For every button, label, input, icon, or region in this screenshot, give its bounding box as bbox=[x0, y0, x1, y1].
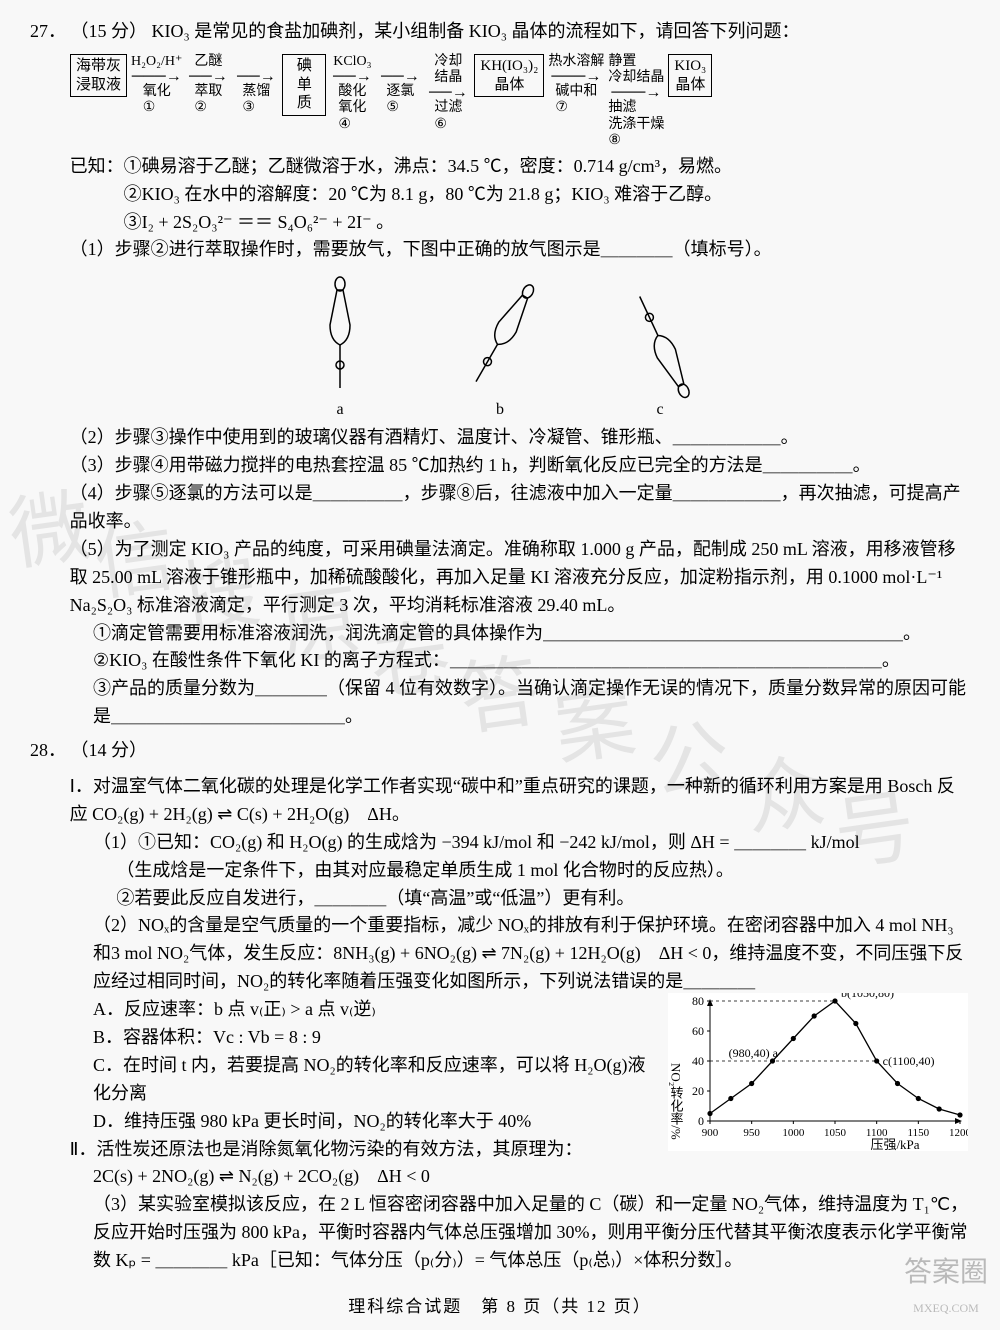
flow-arrow-1: 乙醚──→萃取② bbox=[186, 54, 230, 117]
q27-p5-1: ①滴定管需要用标准溶液润洗，润洗滴定管的具体操作为＿＿＿＿＿＿＿＿＿＿＿＿＿＿＿… bbox=[30, 620, 970, 648]
optC: C．在时间 t 内，若要提高 NO₂的转化率和反应速率，可以将 H₂O(g)液化… bbox=[30, 1052, 650, 1108]
q27-num: 27． bbox=[30, 21, 66, 41]
q27-p1: （1）步骤②进行萃取操作时，需要放气，下图中正确的放气图示是＿＿＿＿（填标号）。 bbox=[30, 236, 970, 264]
q27-flowchart: 海带灰浸取液 H₂O₂/H⁺───→氧化① 乙醚──→萃取② ──→蒸馏③ 碘单… bbox=[70, 54, 970, 149]
flow-box-3: KIO₃晶体 bbox=[668, 54, 712, 98]
q27-p5-2: ②KIO₃ 在酸性条件下氧化 KI 的离子方程式：＿＿＿＿＿＿＿＿＿＿＿＿＿＿＿… bbox=[30, 647, 970, 675]
svg-text:c(1100,40): c(1100,40) bbox=[883, 1054, 935, 1068]
q28-part2-eq: 2C(s) + 2NO₂(g) ⇌ N₂(g) + 2CO₂(g) ΔH < 0 bbox=[30, 1163, 970, 1191]
q28-p1-1b: （生成焓是一定条件下，由其对应最稳定单质生成 1 mol 化合物时的反应热）。 bbox=[30, 857, 970, 885]
label-b: b bbox=[496, 398, 504, 423]
q28-num: 28． bbox=[30, 740, 66, 760]
flow-arrow-3: KClO₃──→酸化氧化④ bbox=[330, 54, 374, 133]
known-3: ③I₂ + 2S₂O₃²⁻ ＝＝ S₄O₆²⁻ + 2I⁻ 。 bbox=[124, 212, 394, 232]
q28-part1: Ⅰ．对温室气体二氧化碳的处理是化学工作者实现“碳中和”重点研究的课题，一种新的循… bbox=[30, 773, 970, 829]
q27-known: 已知：①碘易溶于乙醚；乙醚微溶于水，沸点：34.5 ℃，密度：0.714 g/c… bbox=[30, 153, 970, 237]
flow-box-2: KH(IO₃)₂晶体 bbox=[474, 54, 544, 98]
q28-p3: （3）某实验室模拟该反应，在 2 L 恒容密闭容器中加入足量的 C（碳）和一定量… bbox=[30, 1191, 970, 1275]
known-label: 已知： bbox=[70, 156, 124, 176]
svg-text:950: 950 bbox=[743, 1127, 760, 1139]
part1-stem: 对温室气体二氧化碳的处理是化学工作者实现“碳中和”重点研究的课题，一种新的循环利… bbox=[70, 776, 955, 824]
q27: 27． （15 分） KIO₃ 是常见的食盐加碘剂，某小组制备 KIO₃ 晶体的… bbox=[30, 18, 970, 46]
flow-arrow-7: 静置冷却结晶───→抽滤洗涤干燥⑧ bbox=[608, 54, 664, 149]
known-2: ②KIO₃ 在水中的溶解度：20 ℃为 8.1 g，80 ℃为 21.8 g；K… bbox=[124, 184, 723, 204]
q28-p1-1a: （1）①已知：CO₂(g) 和 H₂O(g) 的生成焓为 −394 kJ/mol… bbox=[30, 829, 970, 857]
svg-text:20: 20 bbox=[692, 1084, 704, 1098]
q27-p4: （4）步骤⑤逐氯的方法可以是＿＿＿＿＿，步骤⑧后，往滤液中加入一定量＿＿＿＿＿＿… bbox=[30, 480, 970, 536]
svg-text:b(1050,80): b(1050,80) bbox=[841, 993, 894, 1000]
label-c: c bbox=[656, 398, 663, 423]
q27-p3: （3）步骤④用带磁力搅拌的电热套控温 85 ℃加热约 1 h，判断氧化反应已完全… bbox=[30, 452, 970, 480]
svg-text:NO₂转化率/%: NO₂转化率/% bbox=[669, 1063, 684, 1140]
svg-text:40: 40 bbox=[692, 1054, 704, 1068]
svg-text:900: 900 bbox=[702, 1127, 719, 1139]
page-footer: 理科综合试题 第 8 页（共 12 页） bbox=[0, 1294, 1000, 1320]
q28-p2-stem: （2）NOₓ的含量是空气质量的一个重要指标，减少 NOₓ的排放有利于保护环境。在… bbox=[30, 912, 970, 996]
svg-text:(980,40) a: (980,40) a bbox=[729, 1046, 779, 1060]
flow-arrow-6: 热水溶解───→碱中和⑦ bbox=[548, 54, 604, 117]
funnel-a: a bbox=[295, 270, 385, 420]
optA: A．反应速率：b 点 v₍正₎ > a 点 v₍逆₎ bbox=[30, 996, 650, 1024]
flow-arrow-0: H₂O₂/H⁺───→氧化① bbox=[131, 54, 182, 117]
conversion-chart: 02040608090095010001050110011501200(980,… bbox=[668, 993, 968, 1151]
svg-text:压强/kPa: 压强/kPa bbox=[870, 1137, 919, 1151]
funnel-figures: a b c bbox=[30, 270, 970, 420]
q28-p1-2: ②若要此反应自发进行，＿＿＿＿（填“高温”或“低温”）更有利。 bbox=[30, 885, 970, 913]
q27-p5-3: ③产品的质量分数为＿＿＿＿（保留 4 位有效数字）。当确认滴定操作无误的情况下，… bbox=[30, 675, 970, 731]
part2-label: Ⅱ． bbox=[70, 1139, 97, 1159]
svg-text:1050: 1050 bbox=[824, 1127, 847, 1139]
flow-box-1: 碘单质 bbox=[282, 54, 326, 116]
q28-points: （14 分） bbox=[71, 740, 148, 760]
flow-box-0: 海带灰浸取液 bbox=[70, 54, 127, 98]
q27-stem: KIO₃ 是常见的食盐加碘剂，某小组制备 KIO₃ 晶体的流程如下，请回答下列问… bbox=[152, 21, 800, 41]
funnel-c: c bbox=[615, 270, 705, 420]
flow-arrow-4: ──→逐氯⑤ bbox=[378, 54, 422, 117]
known-1: ①碘易溶于乙醚；乙醚微溶于水，沸点：34.5 ℃，密度：0.714 g/cm³，… bbox=[124, 156, 732, 176]
flow-arrow-2: ──→蒸馏③ bbox=[234, 54, 278, 117]
label-a: a bbox=[336, 398, 343, 423]
svg-text:60: 60 bbox=[692, 1024, 704, 1038]
part1-label: Ⅰ． bbox=[70, 776, 93, 796]
svg-text:1200: 1200 bbox=[949, 1127, 968, 1139]
q27-points: （15 分） bbox=[71, 21, 148, 41]
part2-stem: 活性炭还原法也是消除氮氧化物污染的有效方法，其原理为： bbox=[96, 1139, 582, 1159]
corner-stamp: 答案圈MXEQ.COM bbox=[904, 1258, 988, 1320]
svg-text:1000: 1000 bbox=[782, 1127, 805, 1139]
optB: B．容器体积：Vc : Vb = 8 : 9 bbox=[30, 1024, 650, 1052]
q28: 28． （14 分） bbox=[30, 737, 970, 765]
svg-text:0: 0 bbox=[698, 1114, 704, 1128]
q27-p5: （5）为了测定 KIO₃ 产品的纯度，可采用碘量法滴定。准确称取 1.000 g… bbox=[30, 536, 970, 620]
flow-arrow-5: 冷却结晶──→过滤⑥ bbox=[426, 54, 470, 133]
svg-text:80: 80 bbox=[692, 994, 704, 1008]
funnel-b: b bbox=[455, 270, 545, 420]
q27-p2: （2）步骤③操作中使用到的玻璃仪器有酒精灯、温度计、冷凝管、锥形瓶、＿＿＿＿＿＿… bbox=[30, 424, 970, 452]
optD: D．维持压强 980 kPa 更长时间，NO₂的转化率大于 40% bbox=[30, 1108, 650, 1136]
